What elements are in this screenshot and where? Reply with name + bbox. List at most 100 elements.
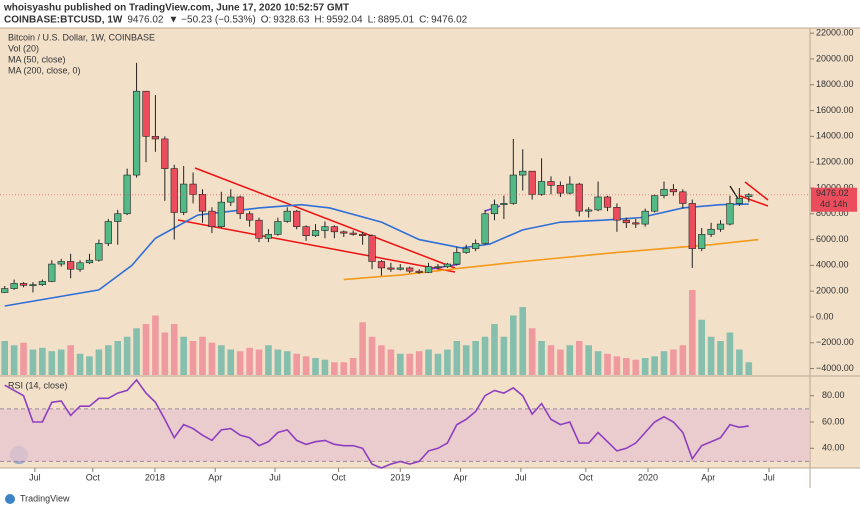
x-tick-label: Jul <box>763 472 775 482</box>
moving-average <box>343 238 759 281</box>
candle-body <box>95 243 103 261</box>
volume-bar <box>293 353 300 375</box>
candle-body <box>679 191 687 204</box>
volume-bar <box>152 315 159 375</box>
volume-bar <box>444 349 451 375</box>
candle-body <box>434 266 442 268</box>
volume-bar <box>10 345 18 375</box>
volume-bar <box>302 356 310 375</box>
volume-bar <box>688 290 696 375</box>
candle-body <box>57 261 65 265</box>
candle-body <box>293 210 301 227</box>
volume-bar <box>20 342 27 375</box>
trend-line <box>194 167 456 269</box>
candle-body <box>415 270 423 273</box>
volume-bar <box>745 362 753 375</box>
volume-bar <box>660 351 668 375</box>
volume-bar <box>274 349 282 375</box>
trend-line <box>739 195 769 207</box>
volume-bar <box>707 336 715 375</box>
trend-line <box>177 219 456 273</box>
volume-bar <box>76 353 84 375</box>
volume-bar <box>415 351 423 375</box>
x-tick-label: Jul <box>29 472 41 482</box>
candle-body <box>613 207 621 221</box>
volume-bar <box>566 345 574 375</box>
volume-bar <box>170 324 178 375</box>
header-text: 9592.04 <box>326 15 363 26</box>
x-tick-label: Oct <box>86 472 101 482</box>
last-price-label: 9476.02 <box>816 188 849 198</box>
candle-body <box>547 181 555 186</box>
candle-body <box>528 170 536 195</box>
candle-body <box>1 288 9 293</box>
legend-volume: Vol (20) <box>8 43 39 53</box>
y-tick-label: 80.00 <box>822 390 845 400</box>
y-tick-label: 60.00 <box>822 416 845 426</box>
volume-bar <box>726 332 734 375</box>
volume-bar <box>349 358 357 375</box>
volume-bar <box>86 356 93 375</box>
header-text: ▼ −50.23 (−0.53%) <box>169 15 256 26</box>
volume-bar <box>331 362 338 375</box>
candle-body <box>10 283 18 289</box>
volume-bar <box>472 341 479 375</box>
candle-body <box>735 197 743 204</box>
candle-body <box>537 181 546 195</box>
candle-body <box>650 195 659 212</box>
x-tick-label: Apr <box>454 472 468 482</box>
volume-bar <box>396 353 404 375</box>
volume-bar <box>462 345 470 375</box>
header-text: O: <box>261 15 272 26</box>
volume-bar <box>1 341 9 375</box>
x-tick-label: Oct <box>579 472 594 482</box>
volume-bar <box>679 345 687 375</box>
x-tick-label: Apr <box>208 472 222 482</box>
candle-body <box>340 231 348 234</box>
y-tick-label: −4000.00 <box>816 363 854 373</box>
volume-bar <box>95 349 103 375</box>
candle-body <box>603 196 612 208</box>
y-tick-label: 10000.00 <box>816 182 854 192</box>
candle-body <box>311 230 320 236</box>
volume-bar <box>547 345 555 375</box>
candle-body <box>76 262 84 270</box>
volume-bar <box>48 351 56 375</box>
volume-bar <box>670 349 677 375</box>
volume-bar <box>387 349 395 375</box>
candle-body <box>396 267 404 270</box>
volume-bar <box>632 359 640 375</box>
candle-body <box>114 213 122 222</box>
volume-bar <box>321 359 329 375</box>
volume-bar <box>199 336 206 375</box>
candle-body <box>566 183 574 194</box>
candle-body <box>245 213 254 221</box>
candle-body <box>387 267 395 270</box>
volume-bar <box>557 349 564 375</box>
candle-body <box>585 209 593 212</box>
candle-body <box>330 226 338 233</box>
volume-bar <box>359 322 366 375</box>
candle-body <box>594 196 602 211</box>
rsi-line <box>4 378 749 469</box>
volume-bar <box>283 351 291 375</box>
candle-body <box>707 228 715 235</box>
volume-bar <box>67 345 74 375</box>
header-text: L: <box>368 15 376 26</box>
trend-line <box>744 181 769 201</box>
candle-body <box>443 263 451 267</box>
volume-bar <box>312 358 319 375</box>
volume-bar <box>57 349 65 375</box>
header-text: 9476.02 <box>127 15 164 26</box>
candle-body <box>556 185 565 194</box>
volume-bar <box>604 353 611 375</box>
candle-body <box>236 196 244 215</box>
y-tick-label: 40.00 <box>822 443 845 453</box>
volume-bar <box>613 356 621 375</box>
candle-body <box>142 90 150 137</box>
candle-body <box>641 210 649 225</box>
candle-body <box>519 170 527 176</box>
volume-bar <box>528 328 536 375</box>
volume-bar <box>189 341 197 375</box>
